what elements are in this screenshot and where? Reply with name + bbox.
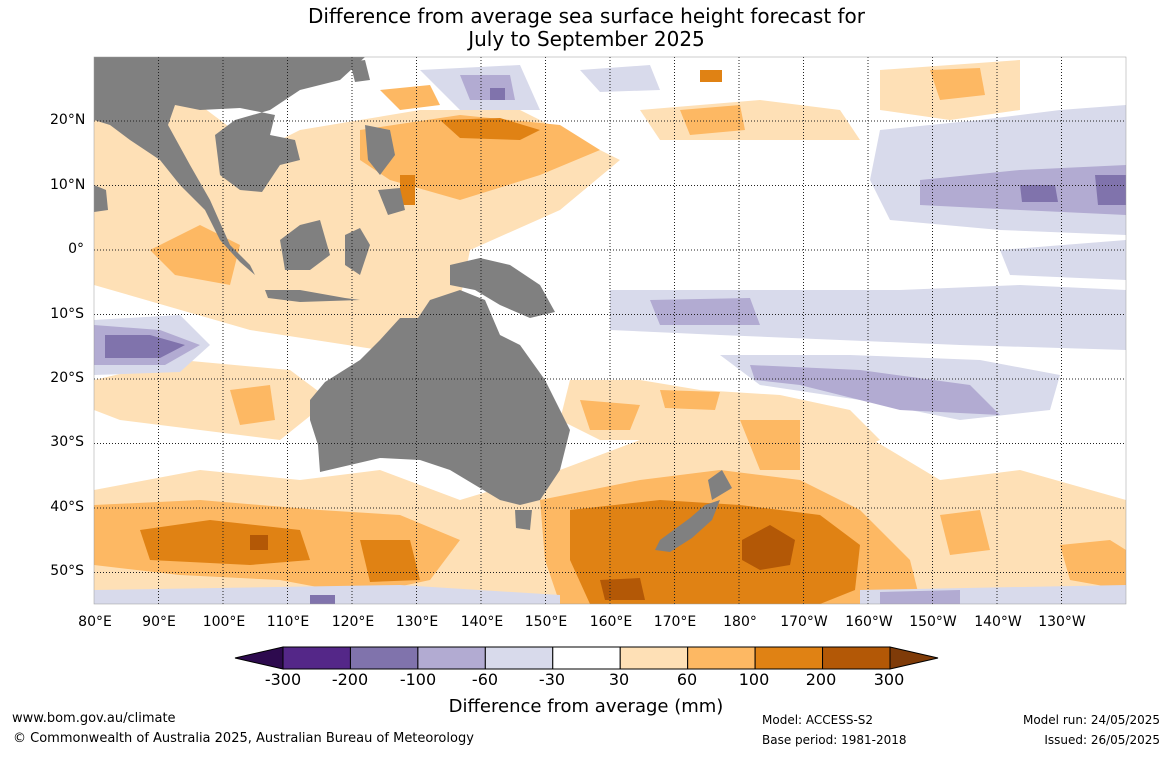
colorbar-left-arrow [234,646,284,670]
legend-tick-minus30: -30 [538,670,566,689]
lon-label-130e: 130°E [395,614,439,630]
lon-label-180: 180° [723,614,757,630]
lon-label-170w: 170°W [780,614,828,630]
colorbar-segment [687,646,756,670]
colorbar-right-arrow [889,646,939,670]
lon-label-170e: 170°E [653,614,697,630]
map-gridlines [94,57,1126,604]
landmass [94,57,732,552]
legend-tick-minus200: -200 [331,670,369,689]
colorbar-segment [822,646,891,670]
colorbar-segment [484,646,554,670]
anomaly-minus100-minus200-regions [105,88,1126,604]
legend-tick-300: 300 [873,670,905,689]
copyright-text: © Commonwealth of Australia 2025, Austra… [13,731,474,746]
lon-label-80e: 80°E [78,614,112,630]
lon-label-90e: 90°E [142,614,176,630]
lon-label-130w: 130°W [1038,614,1086,630]
legend-tick-200: 200 [805,670,837,689]
lon-label-150w: 150°W [909,614,957,630]
lat-label-10s: 10°S [50,306,84,322]
colorbar-segment [754,646,824,670]
model-run-text: Model run: 24/05/2025 [1022,713,1160,727]
lon-label-160w: 160°W [845,614,893,630]
lat-label-10n: 10°N [50,177,86,193]
base-period-text: Base period: 1981-2018 [762,733,907,747]
legend-tick-30: 30 [608,670,630,689]
lon-label-140e: 140°E [460,614,504,630]
map-frame [93,56,1127,605]
legend-tick-minus60: -60 [471,670,499,689]
colorbar-segment [282,646,351,670]
lon-label-110e: 110°E [266,614,310,630]
lat-label-40s: 40°S [50,499,84,515]
legend-tick-minus100: -100 [399,670,437,689]
lon-label-140w: 140°W [974,614,1022,630]
website-link[interactable]: www.bom.gov.au/climate [12,711,176,726]
model-text: Model: ACCESS-S2 [762,713,874,727]
lat-label-20n: 20°N [50,112,86,128]
anomaly-100-200-regions [140,70,860,604]
anomaly-200-300-regions [250,525,795,600]
map-title-line-2: July to September 2025 [468,27,705,51]
colorbar-segment [552,646,621,670]
lat-label-20s: 20°S [50,370,84,386]
colorbar-segment [417,646,486,670]
lon-label-100e: 100°E [202,614,246,630]
legend-title: Difference from average (mm) [448,696,724,717]
colorbar-segment [619,646,689,670]
legend-tick-minus300: -300 [264,670,302,689]
lat-label-30s: 30°S [50,434,84,450]
lat-label-0: 0° [68,241,84,257]
lon-label-160e: 160°E [589,614,633,630]
legend-tick-60: 60 [676,670,698,689]
issued-date-text: Issued: 26/05/2025 [1044,733,1160,747]
legend-colorbar [234,646,939,670]
lon-label-150e: 150°E [524,614,568,630]
legend-tick-100: 100 [738,670,770,689]
anomaly-minus60-minus100-regions [94,75,1126,604]
lon-label-120e: 120°E [331,614,375,630]
colorbar-segment [349,646,419,670]
lat-label-50s: 50°S [50,563,84,579]
map-title-line-1: Difference from average sea surface heig… [307,4,866,28]
